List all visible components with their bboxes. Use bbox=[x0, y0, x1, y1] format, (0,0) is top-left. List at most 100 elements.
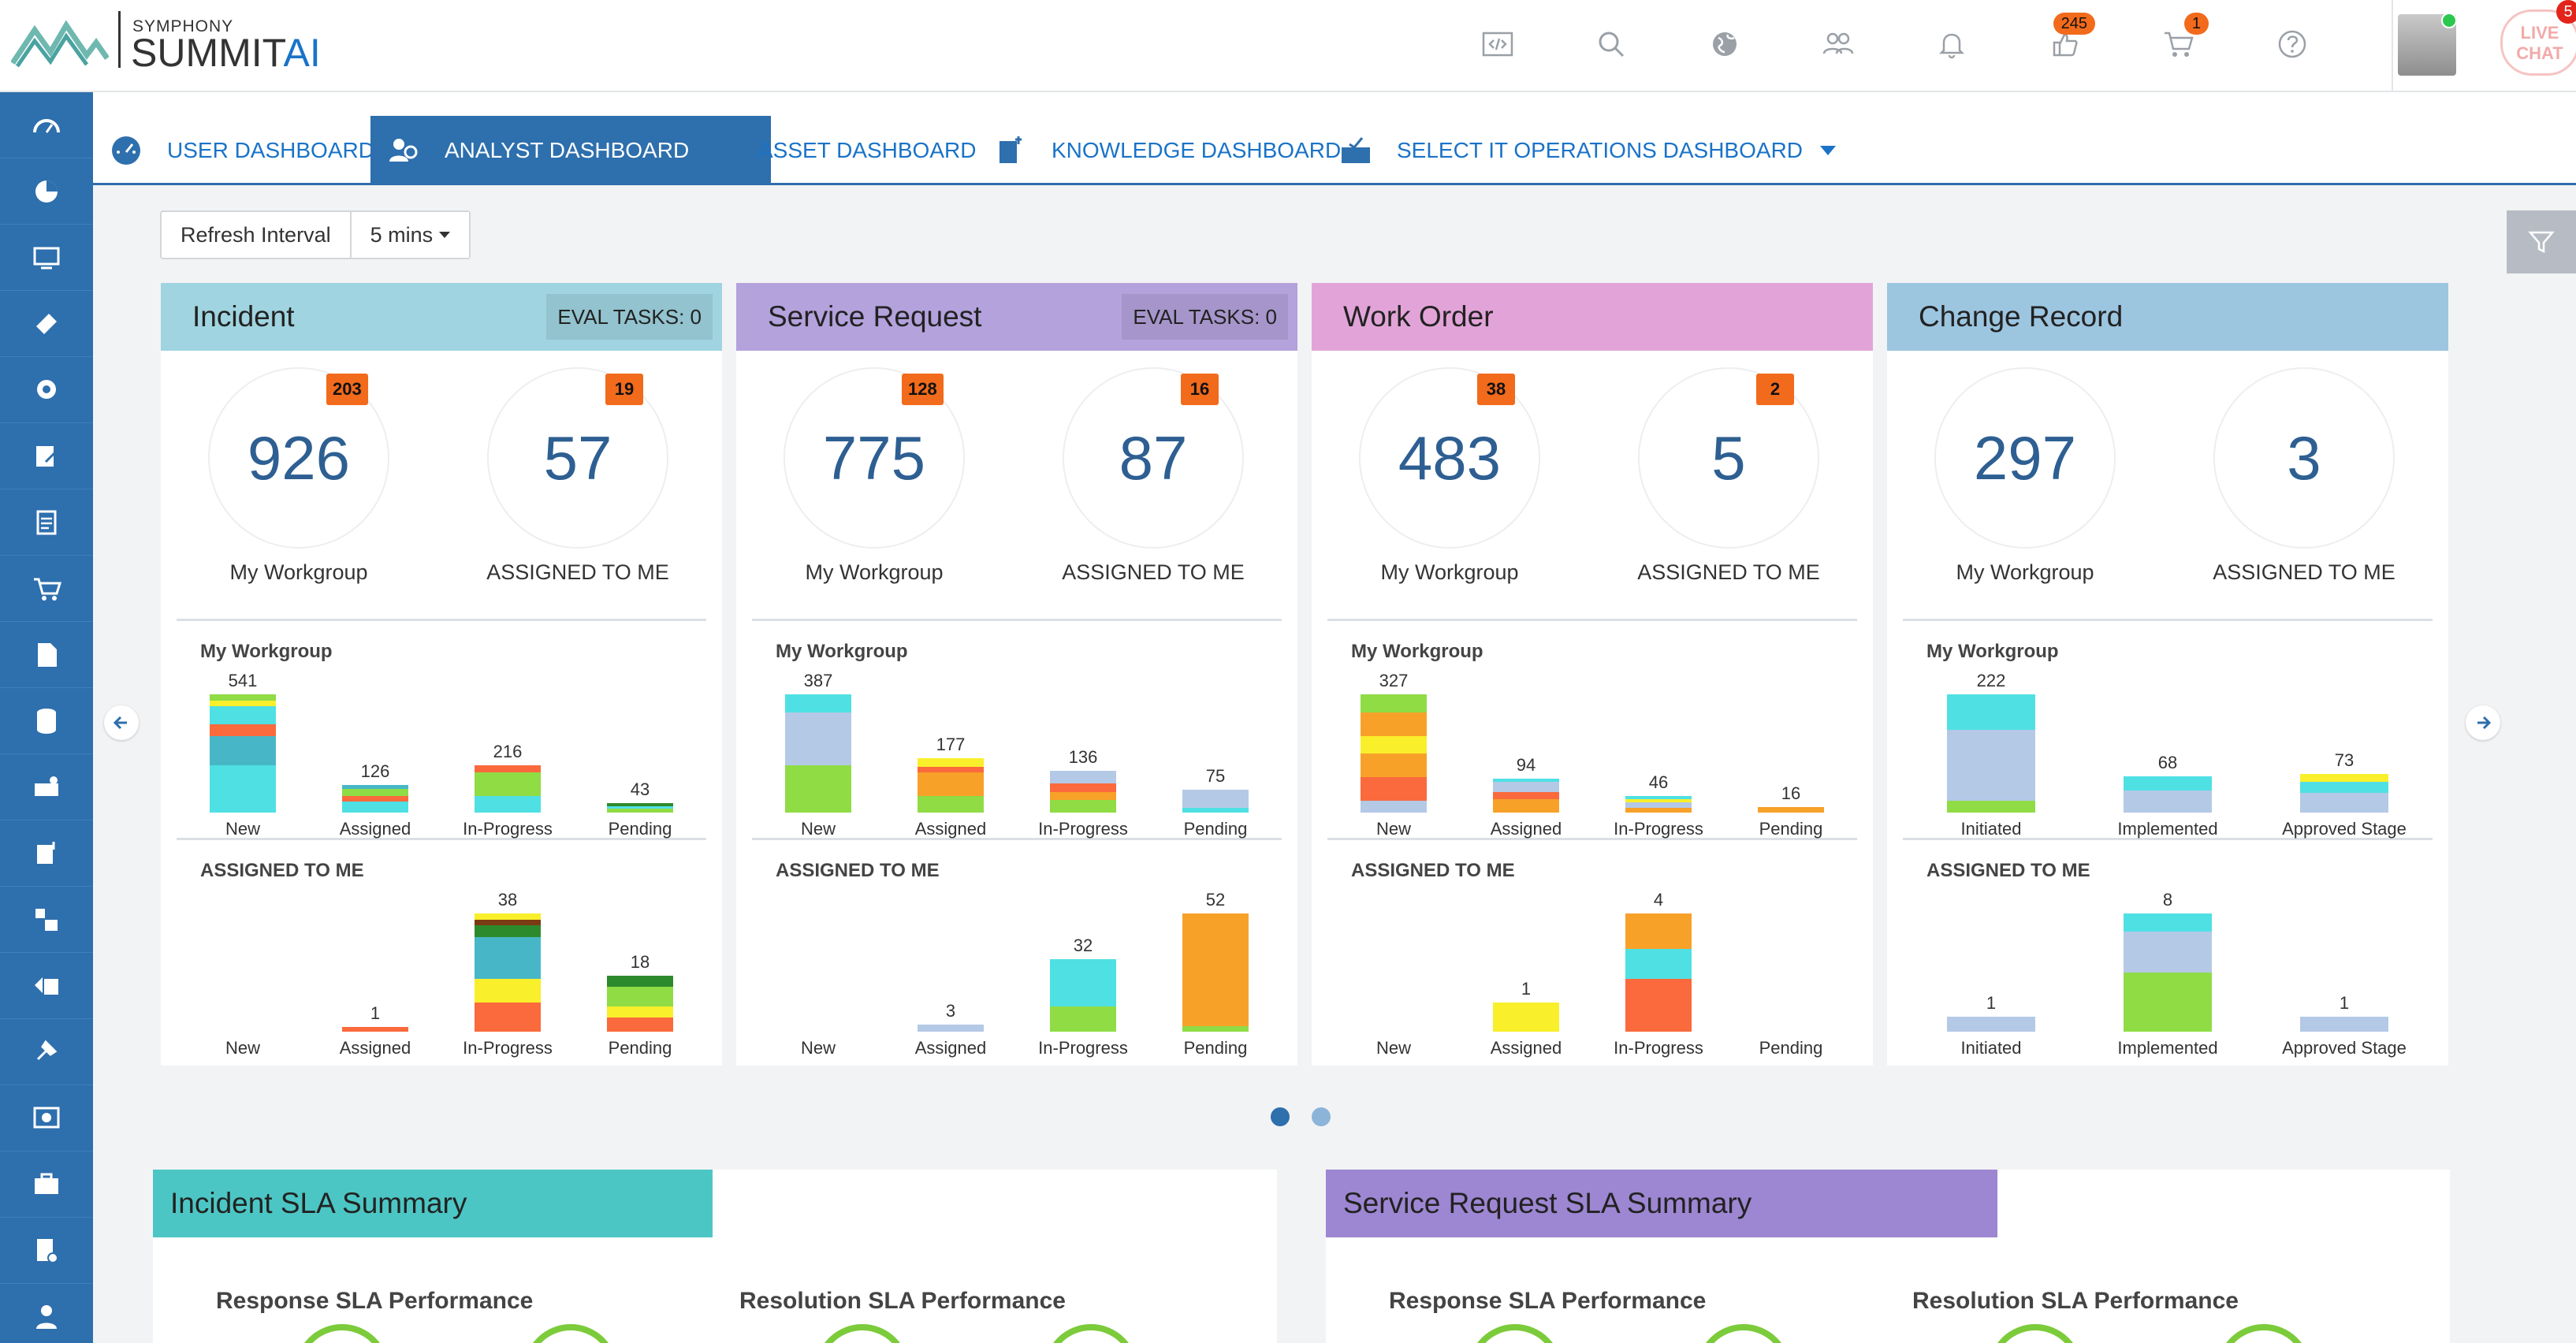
cart-icon[interactable]: 1 bbox=[2158, 13, 2209, 65]
carousel-prev-button[interactable] bbox=[104, 705, 139, 740]
card-header[interactable]: Work Order bbox=[1312, 283, 1873, 351]
count-circle[interactable]: 775 bbox=[784, 367, 965, 549]
tab-asset-dashboard[interactable]: ASSET DASHBOARD bbox=[700, 116, 976, 185]
eval-tasks-badge[interactable]: EVAL TASKS: 0 bbox=[1122, 294, 1288, 340]
chart-bar[interactable] bbox=[1050, 958, 1116, 1032]
sidebar-cart-icon[interactable] bbox=[0, 556, 93, 622]
sidebar-list-icon[interactable] bbox=[0, 953, 93, 1019]
bar-segment bbox=[2300, 1017, 2388, 1032]
sidebar-report-icon[interactable] bbox=[0, 1218, 93, 1284]
search-icon[interactable] bbox=[1591, 24, 1632, 65]
count-circle[interactable]: 5 bbox=[1638, 367, 1819, 549]
chart-bar[interactable] bbox=[2124, 913, 2212, 1032]
sidebar-book-icon[interactable] bbox=[0, 820, 93, 887]
sla-gauge bbox=[295, 1324, 389, 1343]
chart-bar[interactable] bbox=[475, 765, 541, 813]
count-label: ASSIGNED TO ME bbox=[1062, 560, 1245, 584]
sidebar-dashboard-icon[interactable] bbox=[0, 92, 93, 158]
bar-value-label: 222 bbox=[1976, 671, 2006, 690]
chart-bar[interactable] bbox=[210, 694, 276, 813]
code-icon[interactable] bbox=[1477, 24, 1518, 65]
tab-knowledge-dashboard[interactable]: KNOWLEDGE DASHBOARD bbox=[993, 116, 1341, 185]
carousel-next-button[interactable] bbox=[2466, 705, 2500, 740]
card-header[interactable]: Change Record bbox=[1887, 283, 2448, 351]
filter-button[interactable] bbox=[2507, 210, 2576, 273]
count-circle[interactable]: 926 bbox=[208, 367, 389, 549]
chart-bar[interactable] bbox=[2300, 1017, 2388, 1032]
chart-bar[interactable] bbox=[1625, 913, 1692, 1032]
chart-bar[interactable] bbox=[342, 1027, 408, 1032]
count-circle[interactable]: 57 bbox=[487, 367, 668, 549]
bar-segment bbox=[1050, 771, 1116, 784]
sidebar-user-icon[interactable] bbox=[0, 1284, 93, 1343]
card-header[interactable]: Service Request EVAL TASKS: 0 bbox=[736, 283, 1297, 351]
eval-tasks-badge[interactable]: EVAL TASKS: 0 bbox=[546, 294, 713, 340]
count-circle[interactable]: 87 bbox=[1063, 367, 1244, 549]
sidebar-clipboard-icon[interactable] bbox=[0, 489, 93, 556]
sidebar-document-icon[interactable] bbox=[0, 622, 93, 688]
chevron-down-icon[interactable] bbox=[1820, 146, 1837, 155]
chart-bar[interactable] bbox=[1050, 771, 1116, 813]
pagination-dot[interactable] bbox=[1312, 1107, 1331, 1126]
chart-bar[interactable] bbox=[2300, 773, 2388, 813]
chart-bar[interactable] bbox=[607, 975, 673, 1032]
bar-value-label: 387 bbox=[803, 671, 833, 690]
tab-it-operations-dashboard[interactable]: SELECT IT OPERATIONS DASHBOARD bbox=[1338, 116, 1837, 185]
bell-icon[interactable] bbox=[1931, 24, 1972, 65]
globe-icon[interactable] bbox=[1704, 24, 1745, 65]
sla-response-title: Response SLA Performance bbox=[1389, 1288, 1707, 1314]
filter-icon bbox=[2528, 231, 2555, 254]
chart-bar[interactable] bbox=[1182, 913, 1249, 1032]
chart-bar[interactable] bbox=[1758, 806, 1824, 813]
count-circle[interactable]: 483 bbox=[1359, 367, 1540, 549]
bar-segment bbox=[210, 724, 276, 736]
sidebar-briefcase-icon[interactable] bbox=[0, 1151, 93, 1218]
sidebar-server-icon[interactable] bbox=[0, 754, 93, 820]
sidebar-ticket-icon[interactable] bbox=[0, 291, 93, 357]
sidebar-hammer-icon[interactable] bbox=[0, 1019, 93, 1085]
sidebar-monitor-icon[interactable] bbox=[0, 225, 93, 291]
chart-bar[interactable] bbox=[1493, 1002, 1559, 1032]
bar-segment bbox=[918, 772, 984, 797]
sidebar-edit-icon[interactable] bbox=[0, 423, 93, 489]
bar-segment bbox=[475, 937, 541, 979]
card-header[interactable]: Incident EVAL TASKS: 0 bbox=[161, 283, 722, 351]
count-circle[interactable]: 297 bbox=[1934, 367, 2116, 549]
chart-bar[interactable] bbox=[1947, 694, 2035, 813]
sidebar-headset-icon[interactable] bbox=[0, 357, 93, 423]
pagination-dot-active[interactable] bbox=[1271, 1107, 1290, 1126]
sidebar-database-icon[interactable] bbox=[0, 688, 93, 754]
sidebar-workflow-icon[interactable] bbox=[0, 887, 93, 953]
count-circle[interactable]: 3 bbox=[2213, 367, 2395, 549]
bar-category-label: Assigned bbox=[339, 1038, 411, 1058]
bar-segment bbox=[2300, 793, 2388, 813]
tab-user-dashboard[interactable]: USER DASHBOARD bbox=[109, 116, 374, 185]
chart-bar[interactable] bbox=[1947, 1017, 2035, 1032]
bar-segment bbox=[2124, 776, 2212, 791]
chart-bar[interactable] bbox=[1625, 795, 1692, 813]
sidebar-pie-chart-icon[interactable] bbox=[0, 158, 93, 225]
summit-logo-icon[interactable] bbox=[11, 14, 109, 69]
sidebar-settings-monitor-icon[interactable] bbox=[0, 1085, 93, 1151]
live-chat-button[interactable]: LIVE CHAT bbox=[2500, 9, 2576, 76]
help-icon[interactable] bbox=[2272, 24, 2313, 65]
tab-analyst-dashboard[interactable]: ANALYST DASHBOARD bbox=[370, 116, 771, 185]
chart-bar[interactable] bbox=[1182, 789, 1249, 813]
chart-bar[interactable] bbox=[918, 1025, 984, 1032]
chart-bar[interactable] bbox=[2124, 776, 2212, 813]
refresh-interval-select[interactable]: 5 mins bbox=[351, 212, 470, 258]
bar-segment bbox=[607, 803, 673, 806]
bar-segment bbox=[1493, 782, 1559, 793]
chart-bar[interactable] bbox=[918, 758, 984, 813]
chart-bar[interactable] bbox=[1361, 694, 1427, 813]
chart-bar[interactable] bbox=[785, 694, 851, 813]
chart-bar[interactable] bbox=[1493, 778, 1559, 813]
bar-segment bbox=[1947, 801, 2035, 813]
users-icon[interactable] bbox=[1818, 24, 1859, 65]
divider bbox=[752, 838, 1282, 840]
chart-bar[interactable] bbox=[475, 913, 541, 1032]
chart-bar[interactable] bbox=[342, 785, 408, 813]
bar-value-label: 1 bbox=[2339, 993, 2350, 1014]
thumbs-icon[interactable]: 245 bbox=[2045, 13, 2095, 65]
chart-bar[interactable] bbox=[607, 803, 673, 813]
